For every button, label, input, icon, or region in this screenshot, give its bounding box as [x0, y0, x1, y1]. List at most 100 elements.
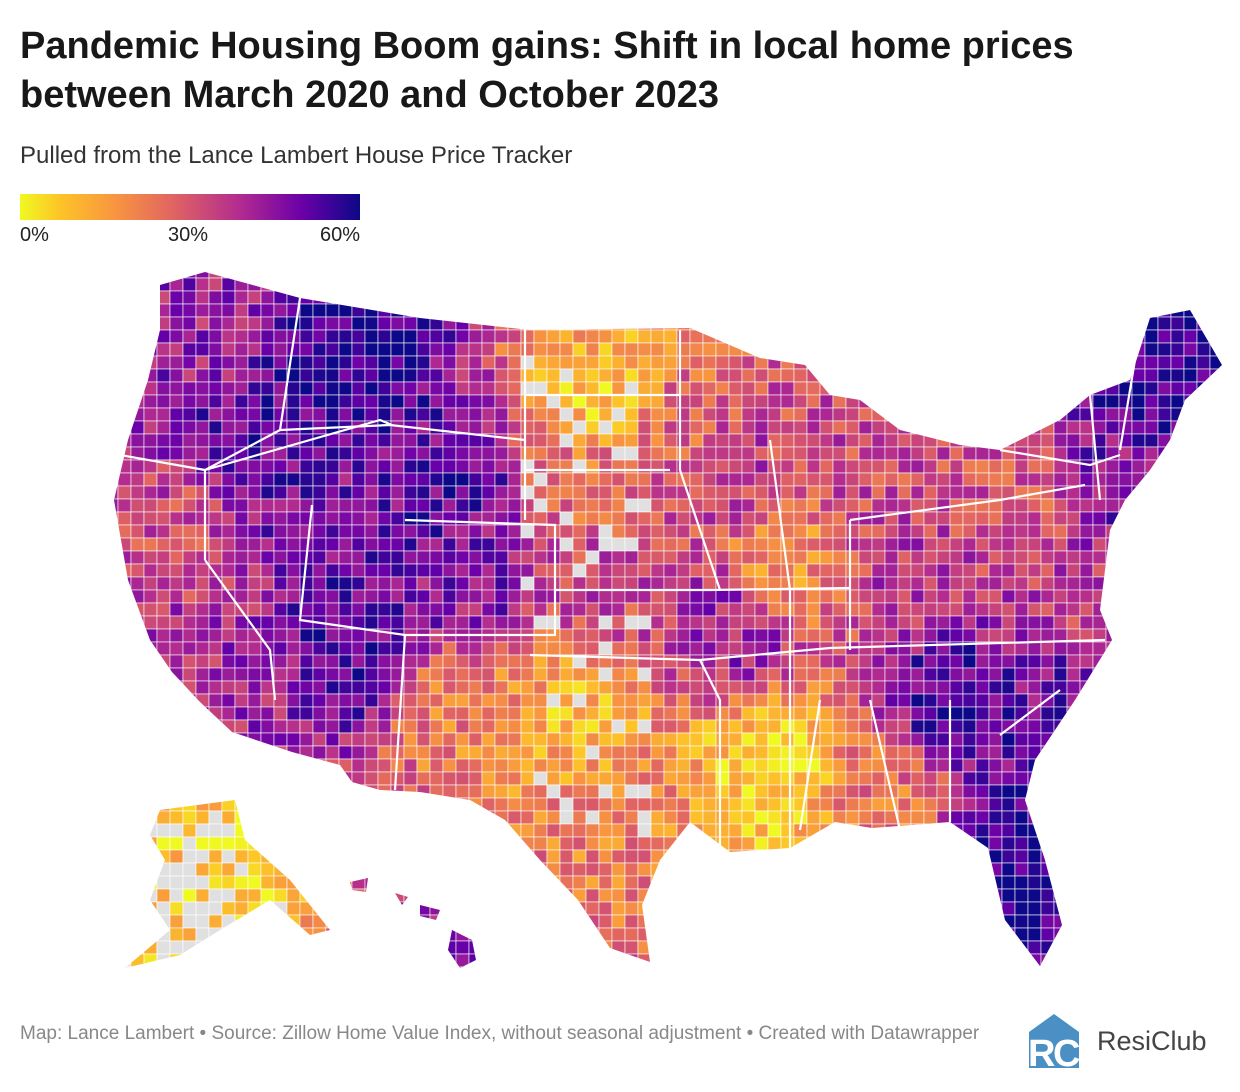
- county-cell: [312, 641, 327, 656]
- county-cell: [741, 446, 756, 461]
- county-cell: [221, 563, 236, 578]
- county-cell: [988, 862, 1003, 877]
- county-cell: [1183, 953, 1198, 968]
- county-cell: [1209, 368, 1222, 383]
- county-cell: [403, 719, 418, 734]
- county-cell: [1066, 940, 1081, 955]
- county-cell: [988, 407, 1003, 422]
- county-cell: [975, 368, 990, 383]
- county-cell: [1170, 901, 1185, 916]
- county-cell: [832, 784, 847, 799]
- county-cell: [1027, 524, 1042, 539]
- county-cell: [884, 303, 899, 318]
- county-cell: [767, 693, 782, 708]
- county-cell: [572, 771, 587, 786]
- county-cell: [806, 849, 821, 864]
- county-cell: [273, 602, 288, 617]
- county-cell: [377, 758, 392, 773]
- county-cell: [247, 290, 262, 305]
- county-cell: [429, 459, 444, 474]
- county-cell: [1183, 667, 1198, 682]
- county-cell: [351, 914, 366, 929]
- county-cell: [624, 290, 639, 305]
- county-cell: [715, 680, 730, 695]
- county-cell: [650, 381, 665, 396]
- county-cell: [1001, 407, 1016, 422]
- county-cell: [455, 272, 470, 279]
- county-cell: [949, 394, 964, 409]
- county-cell: [1209, 836, 1222, 851]
- county-cell: [221, 784, 236, 799]
- county-cell: [624, 615, 639, 630]
- county-cell: [910, 758, 925, 773]
- county-cell: [273, 537, 288, 552]
- county-cell: [897, 459, 912, 474]
- county-cell: [988, 381, 1003, 396]
- county-cell: [208, 706, 223, 721]
- county-cell: [1144, 485, 1159, 500]
- county-cell: [689, 953, 704, 968]
- county-cell: [507, 901, 522, 916]
- county-cell: [312, 758, 327, 773]
- county-cell: [689, 342, 704, 357]
- county-cell: [1196, 719, 1211, 734]
- county-cell: [897, 602, 912, 617]
- county-cell: [364, 576, 379, 591]
- county-cell: [364, 303, 379, 318]
- county-cell: [663, 914, 678, 929]
- county-cell: [650, 693, 665, 708]
- county-cell: [156, 758, 171, 773]
- county-cell: [910, 602, 925, 617]
- county-cell: [260, 316, 275, 331]
- county-cell: [546, 953, 561, 968]
- county-cell: [442, 342, 457, 357]
- county-cell: [1131, 758, 1146, 773]
- county-cell: [598, 368, 613, 383]
- county-cell: [923, 381, 938, 396]
- county-cell: [663, 420, 678, 435]
- county-cell: [143, 368, 158, 383]
- county-cell: [312, 784, 327, 799]
- county-cell: [377, 966, 392, 968]
- county-cell: [962, 459, 977, 474]
- county-cell: [988, 927, 1003, 942]
- county-cell: [910, 329, 925, 344]
- county-cell: [767, 420, 782, 435]
- county-cell: [1040, 862, 1055, 877]
- county-cell: [611, 888, 626, 903]
- county-cell: [975, 719, 990, 734]
- county-cell: [312, 589, 327, 604]
- county-cell: [114, 667, 119, 682]
- county-cell: [156, 472, 171, 487]
- county-cell: [299, 927, 314, 942]
- county-cell: [533, 589, 548, 604]
- county-cell: [663, 485, 678, 500]
- county-cell: [1092, 576, 1107, 591]
- county-cell: [767, 914, 782, 929]
- county-cell: [377, 875, 392, 890]
- county-cell: [260, 576, 275, 591]
- county-cell: [624, 693, 639, 708]
- county-cell: [520, 667, 535, 682]
- county-cell: [195, 667, 210, 682]
- county-cell: [806, 524, 821, 539]
- county-cell: [975, 472, 990, 487]
- state-border: [678, 330, 722, 591]
- county-cell: [1144, 719, 1159, 734]
- county-cell: [260, 368, 275, 383]
- county-cell: [390, 459, 405, 474]
- county-cell: [845, 706, 860, 721]
- county-cell: [637, 290, 652, 305]
- county-cell: [897, 446, 912, 461]
- county-cell: [416, 680, 431, 695]
- county-cell: [1066, 706, 1081, 721]
- county-cell: [1170, 758, 1185, 773]
- county-cell: [1144, 745, 1159, 760]
- county-cell: [949, 901, 964, 916]
- county-cell: [338, 797, 353, 812]
- county-cell: [507, 394, 522, 409]
- county-cell: [637, 498, 652, 513]
- county-cell: [208, 511, 223, 526]
- county-cell: [208, 342, 223, 357]
- county-cell: [169, 589, 184, 604]
